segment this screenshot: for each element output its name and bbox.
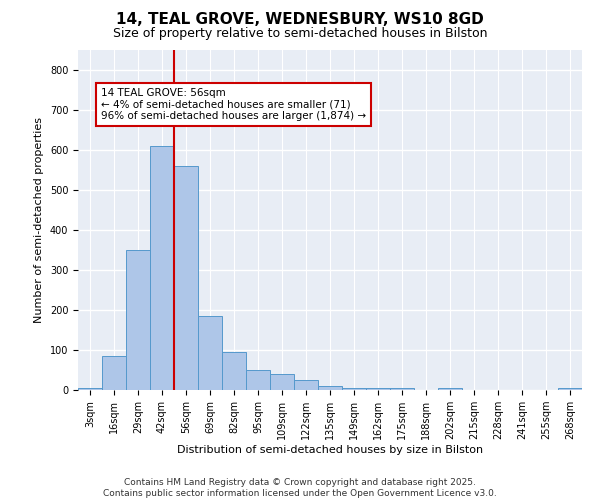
Bar: [558, 388, 582, 390]
Bar: [390, 388, 414, 390]
Bar: [198, 316, 222, 390]
Bar: [246, 370, 270, 390]
Y-axis label: Number of semi-detached properties: Number of semi-detached properties: [34, 117, 44, 323]
Text: 14 TEAL GROVE: 56sqm
← 4% of semi-detached houses are smaller (71)
96% of semi-d: 14 TEAL GROVE: 56sqm ← 4% of semi-detach…: [101, 88, 366, 121]
Bar: [222, 352, 246, 390]
X-axis label: Distribution of semi-detached houses by size in Bilston: Distribution of semi-detached houses by …: [177, 445, 483, 455]
Bar: [270, 374, 294, 390]
Bar: [102, 356, 126, 390]
Bar: [126, 250, 150, 390]
Bar: [318, 386, 342, 390]
Text: 14, TEAL GROVE, WEDNESBURY, WS10 8GD: 14, TEAL GROVE, WEDNESBURY, WS10 8GD: [116, 12, 484, 28]
Bar: [366, 388, 390, 390]
Bar: [174, 166, 198, 390]
Bar: [78, 388, 102, 390]
Bar: [342, 388, 366, 390]
Bar: [294, 380, 318, 390]
Text: Size of property relative to semi-detached houses in Bilston: Size of property relative to semi-detach…: [113, 28, 487, 40]
Bar: [438, 388, 462, 390]
Bar: [150, 146, 174, 390]
Text: Contains HM Land Registry data © Crown copyright and database right 2025.
Contai: Contains HM Land Registry data © Crown c…: [103, 478, 497, 498]
